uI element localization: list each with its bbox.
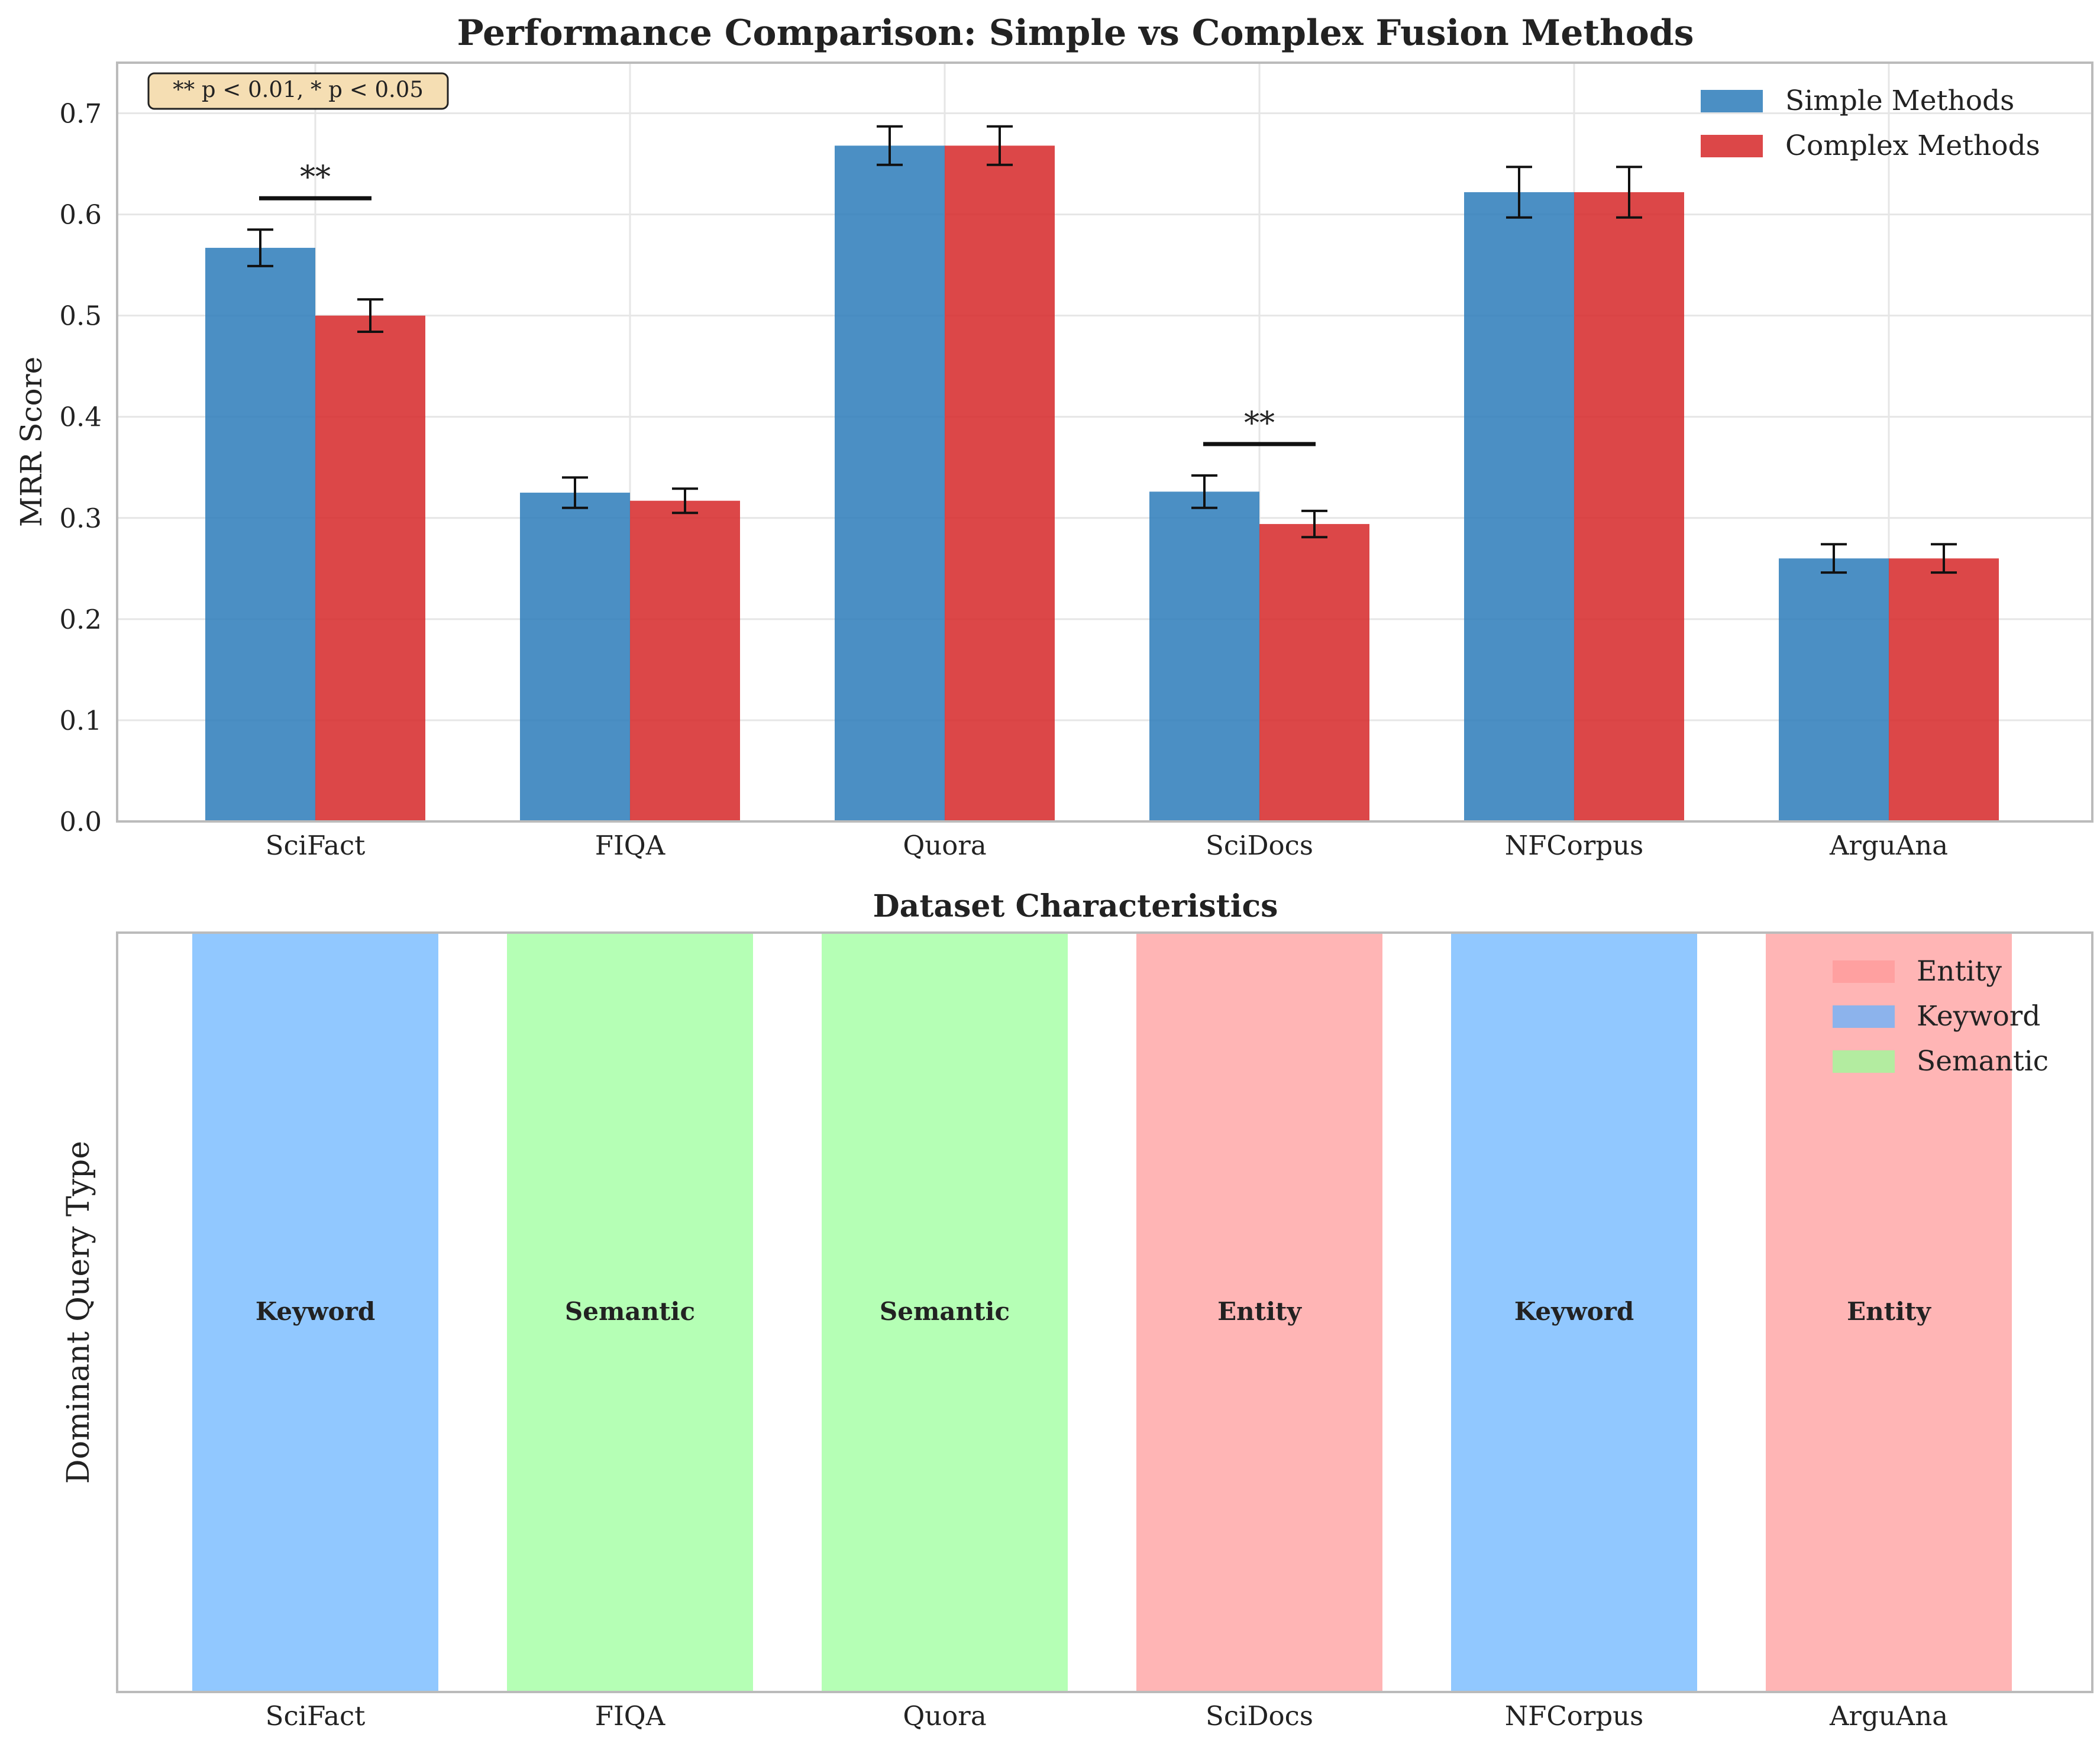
x-tick-label: SciDocs <box>1206 1700 1313 1732</box>
x-tick-label: FIQA <box>595 830 665 861</box>
bar-complex-methods-fiqa <box>630 500 740 821</box>
bar-simple-methods-scifact <box>205 248 315 821</box>
y-tick-label: 0.5 <box>59 300 102 332</box>
performance-y-axis: 0.0 0.1 0.2 0.3 0.4 0.5 0.6 0.7 <box>59 98 102 837</box>
performance-chart-title: Performance Comparison: Simple vs Comple… <box>457 12 1694 54</box>
x-tick-label: NFCorpus <box>1505 830 1644 861</box>
query-type-label: Semantic <box>880 1297 1010 1326</box>
query-type-label: Keyword <box>256 1297 375 1326</box>
query-type-bar-scidocs <box>1136 933 1382 1692</box>
x-tick-label: Quora <box>903 1700 986 1732</box>
bar-complex-methods-nfcorpus <box>1574 192 1684 821</box>
query-type-bar-fiqa <box>507 933 753 1692</box>
characteristics-plot-frame <box>116 931 2093 1693</box>
significance-markers: ** ** <box>259 160 1316 447</box>
performance-bars <box>205 145 1999 822</box>
legend-label-semantic: Semantic <box>1917 1045 2049 1078</box>
legend-swatch-keyword <box>1833 1005 1895 1028</box>
y-tick-label: 0.6 <box>59 199 102 231</box>
y-tick-label: 0.7 <box>59 98 102 130</box>
performance-error-bars <box>247 125 1957 574</box>
legend-swatch-complex <box>1701 135 1763 157</box>
x-tick-label: SciFact <box>266 1700 366 1732</box>
bar-complex-methods-arguana <box>1889 558 1999 821</box>
query-type-label: Entity <box>1847 1297 1931 1326</box>
bar-simple-methods-nfcorpus <box>1464 192 1574 821</box>
performance-y-axis-label: MRR Score <box>14 357 49 527</box>
query-type-bar-nfcorpus <box>1451 933 1697 1692</box>
bar-simple-methods-arguana <box>1779 558 1889 821</box>
characteristics-chart: Dataset Characteristics Keyword Semantic S… <box>61 888 2093 1732</box>
bar-complex-methods-scifact <box>315 315 425 821</box>
y-tick-label: 0.2 <box>59 604 102 635</box>
query-type-bars: Keyword Semantic Semantic Entity Keyword Enti… <box>192 933 2012 1692</box>
bar-simple-methods-scidocs <box>1149 491 1259 821</box>
y-tick-label: 0.0 <box>59 806 102 837</box>
y-tick-label: 0.4 <box>59 402 102 433</box>
query-type-label: Keyword <box>1514 1297 1634 1326</box>
characteristics-x-axis: SciFact FIQA Quora SciDocs NFCorpus ArguAna <box>266 1700 1948 1732</box>
bar-complex-methods-quora <box>945 145 1055 822</box>
y-tick-label: 0.1 <box>59 705 102 736</box>
legend-label-complex: Complex Methods <box>1785 130 2040 162</box>
significance-note: ** p < 0.01, * p < 0.05 <box>147 72 449 110</box>
query-type-label: Semantic <box>565 1297 695 1326</box>
x-tick-label: FIQA <box>595 1700 665 1732</box>
bar-complex-methods-scidocs <box>1259 524 1369 821</box>
characteristics-legend: Entity Keyword Semantic <box>1833 955 2049 1078</box>
significance-note-text: ** p < 0.01, * p < 0.05 <box>173 77 424 102</box>
legend-swatch-simple <box>1701 90 1763 112</box>
legend-label-keyword: Keyword <box>1917 1000 2040 1033</box>
characteristics-y-axis-label: Dominant Query Type <box>61 1141 96 1484</box>
query-type-bar-quora <box>822 933 1068 1692</box>
x-tick-label: ArguAna <box>1829 830 1948 861</box>
characteristics-chart-title: Dataset Characteristics <box>873 888 1278 924</box>
x-tick-label: NFCorpus <box>1505 1700 1644 1732</box>
x-tick-label: SciFact <box>266 830 366 861</box>
query-type-bar-scifact <box>192 933 438 1692</box>
bar-simple-methods-fiqa <box>520 493 630 821</box>
x-tick-label: ArguAna <box>1829 1700 1948 1732</box>
bar-simple-methods-quora <box>835 145 945 822</box>
performance-x-axis: SciFact FIQA Quora SciDocs NFCorpus ArguAna <box>266 830 1948 861</box>
legend-swatch-entity <box>1833 960 1895 983</box>
legend-label-simple: Simple Methods <box>1785 85 2014 117</box>
significance-label: ** <box>1244 406 1275 441</box>
performance-chart: Performance Comparison: Simple vs Comple… <box>14 12 2093 861</box>
legend-swatch-semantic <box>1833 1050 1895 1073</box>
significance-label: ** <box>300 160 331 195</box>
legend-label-entity: Entity <box>1917 955 2002 988</box>
query-type-label: Entity <box>1217 1297 1302 1326</box>
y-tick-label: 0.3 <box>59 503 102 534</box>
x-tick-label: SciDocs <box>1206 830 1313 861</box>
x-tick-label: Quora <box>903 830 986 861</box>
performance-legend: Simple Methods Complex Methods <box>1701 85 2040 162</box>
performance-plot-frame <box>116 62 2093 823</box>
